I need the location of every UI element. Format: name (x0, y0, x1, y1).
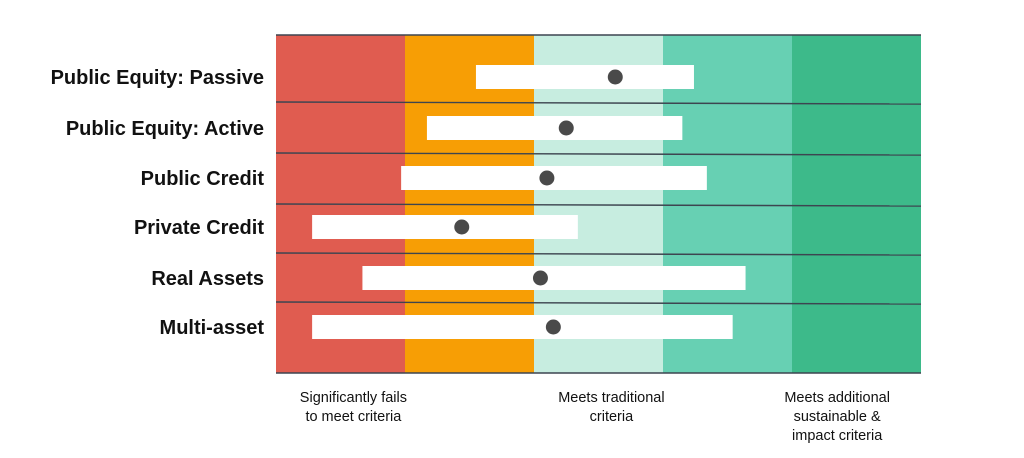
range-bar (312, 215, 578, 239)
value-dot (545, 319, 561, 335)
x-annotation: Significantly fails to meet criteria (300, 390, 407, 425)
value-dot (539, 170, 555, 186)
row-label: Real Assets (151, 268, 264, 290)
x-annotation-line: criteria (590, 409, 634, 425)
range-bar (426, 116, 683, 140)
value-dot (607, 69, 623, 85)
row-separator (275, 301, 922, 305)
row-separator (275, 152, 922, 156)
row-label: Public Credit (141, 168, 265, 190)
zone-band-5 (792, 35, 921, 373)
row-label: Public Equity: Passive (51, 67, 264, 89)
row-separator (275, 101, 922, 105)
value-dot (454, 219, 470, 235)
row-separator (275, 203, 922, 207)
x-annotation-line: Meets traditional (558, 390, 664, 406)
x-annotation: Meets additional sustainable & impact crit… (784, 390, 890, 444)
row-label: Private Credit (134, 217, 264, 239)
range-bar (362, 266, 746, 290)
x-annotation-line: to meet criteria (305, 409, 402, 425)
x-annotation: Meets traditional criteria (558, 390, 664, 425)
range-bar (475, 65, 694, 89)
x-annotation-line: Significantly fails (300, 390, 407, 406)
range-bar (312, 315, 733, 339)
x-annotation-line: impact criteria (792, 428, 883, 444)
row-label: Public Equity: Active (66, 118, 264, 140)
x-annotation-line: Meets additional (784, 390, 890, 406)
value-dot (532, 270, 548, 286)
value-dot (558, 120, 574, 136)
row-label: Multi-asset (160, 317, 265, 339)
row-separator (275, 252, 922, 256)
x-annotation-line: sustainable & (794, 409, 881, 425)
